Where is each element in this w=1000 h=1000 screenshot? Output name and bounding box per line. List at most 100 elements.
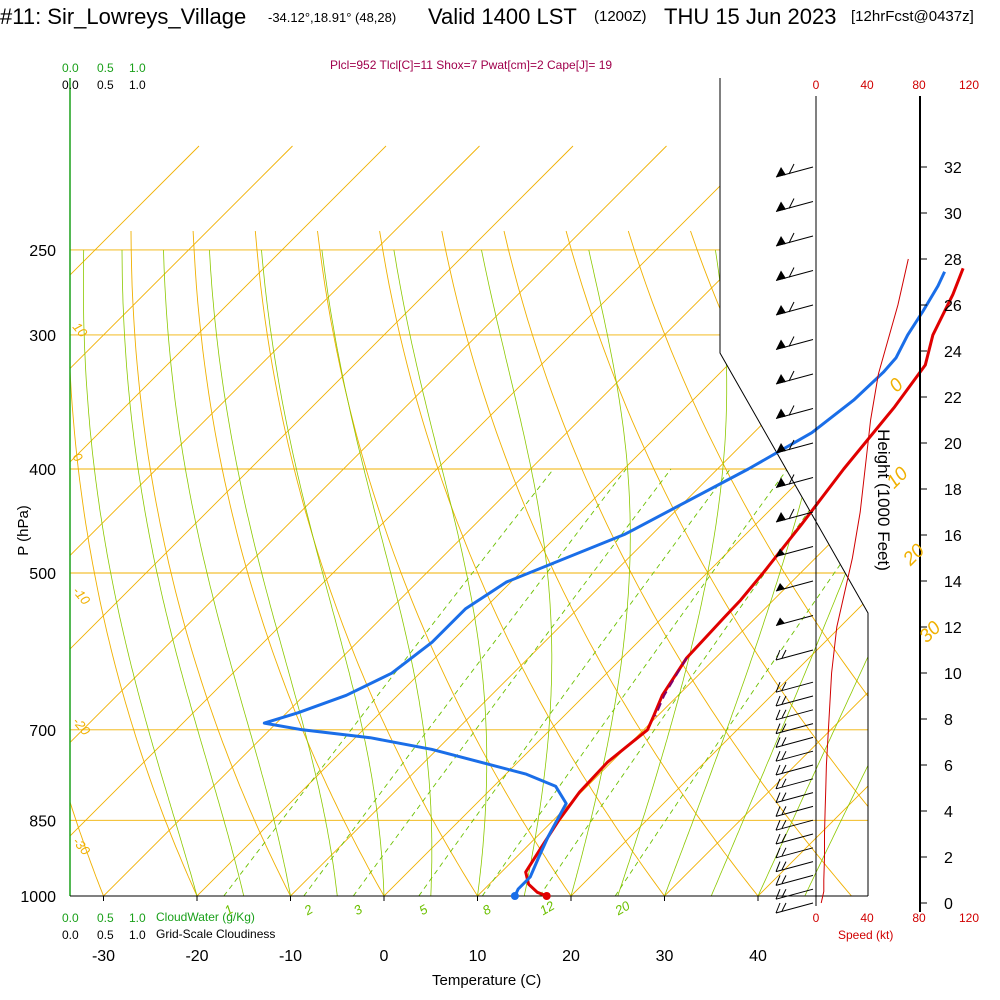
parcel-line — [654, 657, 688, 717]
speed-tick-bottom: 80 — [912, 911, 926, 925]
height-tick-label: 8 — [944, 712, 953, 729]
height-tick-label: 20 — [944, 436, 962, 453]
wind-barb — [775, 888, 814, 900]
wind-barb — [775, 861, 814, 873]
speed-tick-top: 40 — [860, 78, 874, 92]
y-tick-label: 700 — [29, 723, 56, 740]
temperature-surface-marker — [542, 892, 551, 900]
x-tick-label: 20 — [562, 948, 580, 965]
cloudwater-tick-top: 1.0 — [129, 61, 146, 75]
cloudwater-label: CloudWater (g/Kg) — [156, 910, 255, 924]
plot-right-edge — [719, 78, 869, 896]
dry-adiabat-line — [441, 230, 777, 896]
speed-tick-bottom: 0 — [813, 911, 820, 925]
mixing-ratio-lines — [223, 468, 868, 896]
cloudiness-tick-bottom: 0.5 — [97, 928, 114, 942]
isotherm-line — [70, 145, 667, 896]
temperature-line — [524, 267, 965, 898]
speed-tick-bottom: 40 — [860, 911, 874, 925]
moist-adiabat-line — [757, 249, 868, 896]
wind-barb — [775, 615, 814, 626]
moist-adiabat-line — [481, 249, 553, 896]
isotherm-label: 20 — [899, 540, 930, 571]
mixing-ratio-label: 3 — [351, 901, 365, 918]
dry-adiabat-line — [317, 230, 588, 896]
dry-adiabat-line — [254, 230, 493, 896]
x-tick-label: 10 — [469, 948, 487, 965]
height-tick-label: 12 — [944, 620, 962, 637]
stability-parameters: Plcl=952 Tlcl[C]=11 Shox=7 Pwat[cm]=2 Ca… — [330, 58, 613, 72]
site-coords: -34.12°,18.91° (48,28) — [268, 10, 397, 25]
mixing-ratio-label: 20 — [612, 897, 634, 918]
isotherm-line — [290, 145, 868, 896]
x-tick-label: 40 — [749, 948, 767, 965]
x-tick-label: 0 — [380, 948, 389, 965]
height-tick-label: 32 — [944, 160, 962, 177]
isotherm-line — [70, 145, 387, 896]
height-tick-label: 24 — [944, 344, 962, 361]
mixing-ratio-label: 2 — [301, 901, 316, 918]
dry-adiabat-line — [70, 230, 208, 896]
dry-adiabat-line — [130, 230, 303, 896]
cloudwater-tick-top: 0.0 — [62, 61, 79, 75]
wind-barb — [775, 198, 814, 212]
moist-adiabat-line — [261, 249, 385, 896]
moist-adiabat-lines — [83, 249, 868, 896]
cloudwater-tick-top: 0.5 — [97, 61, 114, 75]
speed-tick-top: 80 — [912, 78, 926, 92]
height-tick-label: 6 — [944, 758, 953, 775]
wind-barb — [775, 764, 814, 776]
wind-barb — [775, 232, 814, 247]
cloudiness-tick-top: 1.0 — [129, 78, 146, 92]
y-axis-title: P (hPa) — [14, 505, 32, 556]
dry-adiabat-line — [752, 230, 868, 896]
cloudwater-tick-bottom: 1.0 — [129, 911, 146, 925]
wind-barb — [775, 847, 814, 859]
isotherm-line — [70, 145, 293, 896]
x-tick-label: -10 — [279, 948, 302, 965]
wind-barbs — [775, 163, 814, 914]
y-tick-label: 250 — [29, 243, 56, 260]
moist-adiabat-line — [83, 249, 198, 896]
mixing-ratio-label: 5 — [416, 901, 430, 918]
mixing-ratio-line — [303, 468, 627, 896]
dry-adiabat-line — [379, 230, 682, 896]
moist-adiabat-line — [617, 249, 728, 896]
height-tick-label: 4 — [944, 804, 953, 821]
dry-adiabat-label: 10 — [70, 319, 91, 340]
moist-adiabat-line — [393, 249, 488, 896]
valid-date: THU 15 Jun 2023 — [664, 4, 837, 29]
axis-labels: 1 2 3 5 8 12 20-30 -20 -10 0 10 20 30 401000850700500… — [20, 243, 945, 965]
speed-tick-top: 0 — [813, 78, 820, 92]
wind-barb — [775, 546, 814, 557]
wind-barb — [775, 736, 814, 748]
height-tick-label: 22 — [944, 390, 962, 407]
dewpoint-surface-marker — [510, 892, 519, 900]
wind-barb — [775, 833, 814, 845]
speed-tick-top: 120 — [959, 78, 979, 92]
moist-adiabat-line — [804, 249, 868, 896]
height-tick-label: 28 — [944, 252, 962, 269]
wind-barb — [775, 301, 814, 316]
height-tick-label: 18 — [944, 482, 962, 499]
x-tick-label: -20 — [185, 948, 208, 965]
wind-barb — [775, 336, 814, 350]
wind-barb — [775, 723, 814, 735]
isotherm-line — [70, 145, 574, 896]
cloudiness-tick-top: 0.5 — [97, 78, 114, 92]
wind-barb — [775, 874, 814, 886]
moist-adiabat-line — [710, 249, 868, 896]
isotherm-line — [570, 145, 868, 896]
isotherm-line — [70, 145, 480, 896]
cloudiness-label: Grid-Scale Cloudiness — [156, 927, 276, 941]
wind-barb — [775, 267, 814, 281]
dry-adiabat-line — [627, 230, 868, 896]
wind-barb — [775, 819, 814, 831]
dewpoint-line — [262, 271, 946, 897]
height-tick-label: 16 — [944, 528, 962, 545]
mixing-ratio-line — [614, 468, 868, 896]
dry-adiabat-line — [192, 230, 398, 896]
height-tick-label: 14 — [944, 574, 962, 591]
cloudiness-tick-bottom: 1.0 — [129, 928, 146, 942]
